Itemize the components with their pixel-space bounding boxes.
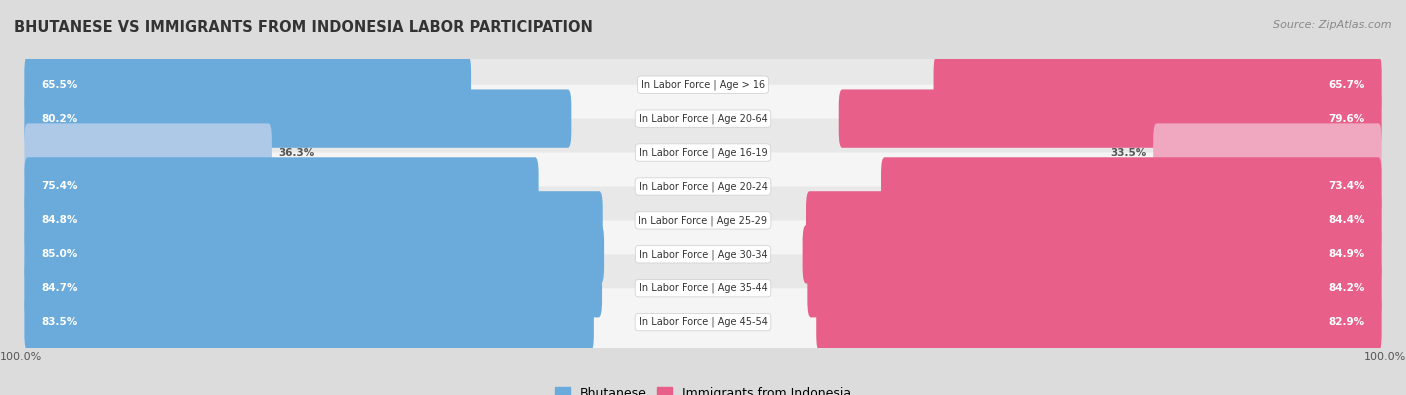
FancyBboxPatch shape bbox=[24, 157, 538, 216]
Text: 83.5%: 83.5% bbox=[41, 317, 77, 327]
FancyBboxPatch shape bbox=[24, 220, 1382, 288]
FancyBboxPatch shape bbox=[803, 225, 1382, 284]
Text: In Labor Force | Age 16-19: In Labor Force | Age 16-19 bbox=[638, 147, 768, 158]
Text: 84.2%: 84.2% bbox=[1329, 283, 1365, 293]
FancyBboxPatch shape bbox=[934, 56, 1382, 114]
Text: 84.8%: 84.8% bbox=[41, 215, 77, 226]
FancyBboxPatch shape bbox=[24, 254, 1382, 322]
FancyBboxPatch shape bbox=[882, 157, 1382, 216]
Bar bbox=[35, 102, 1371, 135]
Text: 73.4%: 73.4% bbox=[1329, 181, 1365, 192]
Text: In Labor Force | Age 20-64: In Labor Force | Age 20-64 bbox=[638, 113, 768, 124]
Text: BHUTANESE VS IMMIGRANTS FROM INDONESIA LABOR PARTICIPATION: BHUTANESE VS IMMIGRANTS FROM INDONESIA L… bbox=[14, 20, 593, 35]
Text: 79.6%: 79.6% bbox=[1329, 114, 1365, 124]
Bar bbox=[35, 237, 1371, 271]
FancyBboxPatch shape bbox=[24, 51, 1382, 118]
Text: 84.7%: 84.7% bbox=[41, 283, 77, 293]
FancyBboxPatch shape bbox=[24, 56, 471, 114]
Bar bbox=[35, 68, 1371, 102]
FancyBboxPatch shape bbox=[24, 288, 1382, 356]
Bar bbox=[35, 169, 1371, 203]
Text: Source: ZipAtlas.com: Source: ZipAtlas.com bbox=[1274, 20, 1392, 30]
Text: 36.3%: 36.3% bbox=[278, 148, 315, 158]
Text: In Labor Force | Age 45-54: In Labor Force | Age 45-54 bbox=[638, 317, 768, 327]
FancyBboxPatch shape bbox=[24, 186, 1382, 254]
FancyBboxPatch shape bbox=[806, 191, 1382, 250]
Text: In Labor Force | Age 30-34: In Labor Force | Age 30-34 bbox=[638, 249, 768, 260]
Text: 84.9%: 84.9% bbox=[1329, 249, 1365, 259]
Text: 82.9%: 82.9% bbox=[1329, 317, 1365, 327]
Text: 65.5%: 65.5% bbox=[41, 80, 77, 90]
Text: In Labor Force | Age > 16: In Labor Force | Age > 16 bbox=[641, 79, 765, 90]
Text: In Labor Force | Age 35-44: In Labor Force | Age 35-44 bbox=[638, 283, 768, 293]
FancyBboxPatch shape bbox=[24, 225, 605, 284]
FancyBboxPatch shape bbox=[817, 293, 1382, 351]
Text: 65.7%: 65.7% bbox=[1329, 80, 1365, 90]
FancyBboxPatch shape bbox=[839, 89, 1382, 148]
Bar bbox=[35, 305, 1371, 339]
Bar bbox=[35, 271, 1371, 305]
Text: 84.4%: 84.4% bbox=[1329, 215, 1365, 226]
FancyBboxPatch shape bbox=[24, 118, 1382, 186]
FancyBboxPatch shape bbox=[24, 85, 1382, 152]
FancyBboxPatch shape bbox=[24, 191, 603, 250]
FancyBboxPatch shape bbox=[24, 123, 271, 182]
Text: In Labor Force | Age 25-29: In Labor Force | Age 25-29 bbox=[638, 215, 768, 226]
FancyBboxPatch shape bbox=[24, 89, 571, 148]
Text: 75.4%: 75.4% bbox=[41, 181, 77, 192]
Text: In Labor Force | Age 20-24: In Labor Force | Age 20-24 bbox=[638, 181, 768, 192]
FancyBboxPatch shape bbox=[24, 293, 593, 351]
Text: 80.2%: 80.2% bbox=[41, 114, 77, 124]
FancyBboxPatch shape bbox=[1153, 123, 1382, 182]
Bar bbox=[35, 135, 1371, 169]
Legend: Bhutanese, Immigrants from Indonesia: Bhutanese, Immigrants from Indonesia bbox=[550, 382, 856, 395]
FancyBboxPatch shape bbox=[24, 152, 1382, 220]
Text: 33.5%: 33.5% bbox=[1111, 148, 1146, 158]
Bar bbox=[35, 203, 1371, 237]
Text: 85.0%: 85.0% bbox=[41, 249, 77, 259]
FancyBboxPatch shape bbox=[24, 259, 602, 318]
FancyBboxPatch shape bbox=[807, 259, 1382, 318]
